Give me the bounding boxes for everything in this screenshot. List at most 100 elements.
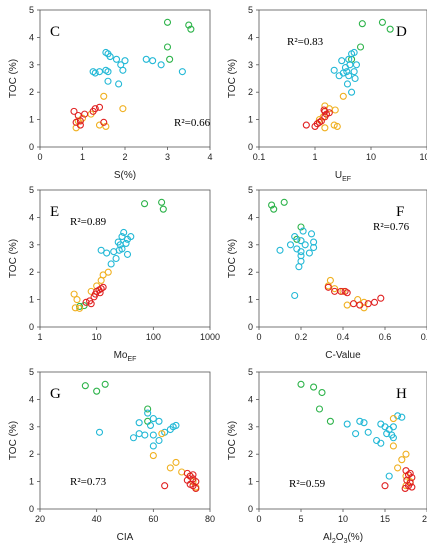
data-point	[348, 50, 356, 58]
data-point	[401, 484, 409, 493]
data-point	[104, 268, 112, 276]
data-point	[129, 434, 138, 442]
x-axis-label-part: S(%)	[114, 170, 136, 181]
x-axis-label: UEF	[335, 170, 351, 183]
panel-label: E	[50, 204, 59, 220]
x-tick-label: 1	[80, 152, 85, 162]
data-point	[86, 297, 94, 305]
data-point	[295, 263, 303, 271]
data-point	[91, 105, 99, 113]
r-squared-annotation: R²=0.89	[70, 216, 107, 228]
data-point	[377, 294, 385, 302]
data-point	[185, 21, 193, 29]
data-point	[114, 238, 122, 246]
x-tick-label: 10	[366, 152, 376, 162]
data-point	[155, 436, 163, 445]
y-tick-label: 5	[248, 185, 253, 195]
data-point	[135, 430, 143, 438]
y-tick-label: 0	[29, 504, 34, 514]
y-tick-label: 0	[29, 322, 34, 332]
y-axis-label: TOC (%)	[227, 239, 238, 278]
data-point	[149, 442, 157, 450]
data-point	[381, 482, 389, 490]
data-point	[118, 233, 126, 241]
x-tick-label: 60	[148, 514, 158, 524]
y-tick-label: 0	[248, 322, 253, 332]
r-squared-annotation: R²=0.76	[373, 221, 410, 233]
y-tick-label: 3	[29, 240, 34, 250]
data-point	[155, 417, 163, 425]
data-point	[331, 106, 339, 114]
y-tick-label: 3	[248, 60, 253, 70]
data-point	[352, 61, 361, 69]
series-cyan	[330, 48, 361, 96]
data-point	[333, 122, 341, 130]
data-point	[76, 121, 84, 129]
plot-frame	[39, 371, 211, 510]
data-point	[119, 105, 127, 113]
data-point	[343, 301, 351, 309]
data-point	[101, 380, 109, 388]
data-point	[345, 72, 353, 80]
y-tick-label: 3	[248, 240, 253, 250]
data-point	[349, 300, 358, 308]
series-green	[297, 380, 334, 425]
x-axis-label-subscript: 3	[344, 538, 348, 545]
x-tick-label: 0	[256, 332, 261, 342]
data-point	[321, 124, 329, 132]
y-axis-label: TOC (%)	[227, 59, 238, 98]
data-point	[389, 442, 397, 450]
y-tick-label: 0	[248, 504, 253, 514]
series-green	[81, 380, 152, 425]
y-tick-label: 5	[248, 367, 253, 377]
data-point	[364, 300, 372, 308]
y-tick-label: 4	[248, 212, 253, 222]
y-axis-label: TOC (%)	[8, 59, 19, 98]
data-point	[149, 415, 157, 423]
data-point	[76, 302, 84, 311]
data-point	[71, 304, 79, 312]
data-point	[310, 243, 318, 252]
data-point	[339, 92, 347, 100]
x-axis-label-part: C-Value	[325, 350, 361, 361]
data-point	[93, 387, 101, 395]
series-orange	[70, 268, 112, 312]
data-point	[343, 80, 352, 88]
panel-label: C	[50, 24, 60, 40]
y-tick-label: 2	[29, 449, 34, 459]
x-tick-label: 0.8	[421, 332, 427, 342]
data-point	[142, 55, 150, 63]
x-tick-label: 3	[165, 152, 170, 162]
y-tick-label: 3	[248, 422, 253, 432]
y-axis-label: TOC (%)	[8, 239, 19, 278]
y-tick-label: 2	[29, 267, 34, 277]
data-point	[280, 198, 288, 206]
data-point	[166, 425, 174, 434]
data-point	[141, 200, 149, 208]
y-tick-label: 5	[248, 5, 253, 15]
x-tick-label: 0	[256, 514, 261, 524]
y-tick-label: 4	[248, 394, 253, 404]
x-tick-label: 0	[37, 152, 42, 162]
data-point	[178, 468, 186, 476]
y-tick-label: 0	[248, 142, 253, 152]
data-point	[343, 68, 351, 76]
data-point	[268, 201, 276, 209]
x-tick-label: 100	[419, 152, 427, 162]
r-squared-annotation: R²=0.73	[70, 476, 107, 488]
y-tick-label: 4	[29, 32, 34, 42]
data-point	[96, 289, 104, 297]
data-point	[297, 223, 305, 231]
data-point	[356, 43, 365, 51]
x-axis-label-part: O	[336, 532, 344, 543]
series-cyan	[89, 48, 186, 88]
data-point	[276, 246, 284, 254]
data-point	[99, 283, 107, 291]
y-tick-label: 1	[248, 295, 253, 305]
data-point	[110, 248, 118, 256]
data-point	[183, 476, 191, 484]
data-point	[383, 430, 391, 438]
x-axis-label-part: CIA	[117, 532, 134, 543]
x-tick-label: 0.4	[337, 332, 350, 342]
